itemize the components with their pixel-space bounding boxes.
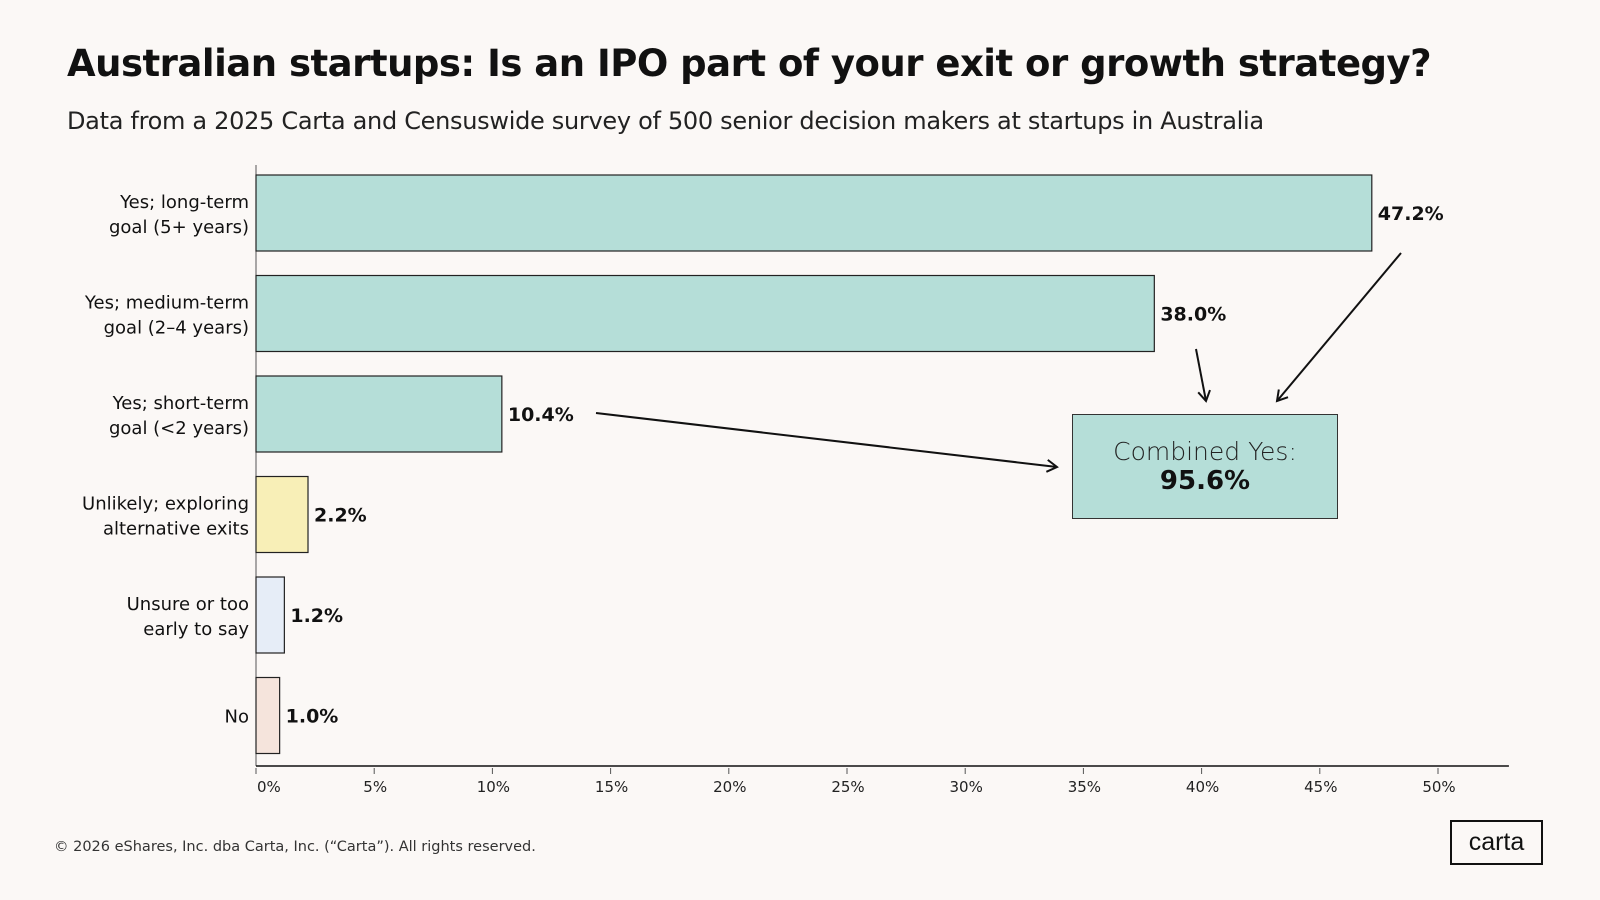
callout-label: Combined Yes: bbox=[1113, 437, 1297, 466]
category-label: Unsure or too bbox=[127, 594, 249, 615]
bar bbox=[255, 375, 503, 453]
x-tick-label: 45% bbox=[1304, 778, 1337, 796]
bar-value-label: 47.2% bbox=[1378, 203, 1444, 225]
category-label: goal (<2 years) bbox=[109, 418, 249, 439]
bar bbox=[255, 174, 1373, 252]
bar bbox=[255, 576, 285, 654]
category-label: Yes; medium-term bbox=[84, 293, 249, 314]
category-label: Unlikely; exploring bbox=[82, 494, 249, 515]
chart-title: Australian startups: Is an IPO part of y… bbox=[67, 42, 1432, 85]
bar bbox=[255, 274, 1155, 353]
arrow-medium-term bbox=[1195, 348, 1211, 403]
x-tick-label: 25% bbox=[831, 778, 864, 796]
x-tick-label: 35% bbox=[1068, 778, 1101, 796]
bar bbox=[255, 676, 281, 755]
x-tick-label: 50% bbox=[1422, 778, 1455, 796]
bar-value-label: 1.2% bbox=[290, 605, 343, 627]
category-label: Yes; short-term bbox=[112, 393, 249, 414]
x-tick-label: 15% bbox=[595, 778, 628, 796]
callout-value: 95.6% bbox=[1159, 466, 1251, 496]
category-label: goal (2–4 years) bbox=[104, 318, 249, 339]
x-tick-label: 30% bbox=[950, 778, 983, 796]
category-label: No bbox=[225, 707, 249, 728]
category-label: Yes; long-term bbox=[119, 192, 249, 213]
bar bbox=[255, 475, 309, 554]
x-tick-label: 5% bbox=[363, 778, 387, 796]
bar-value-label: 38.0% bbox=[1160, 304, 1226, 326]
arrow-long-term bbox=[1275, 252, 1402, 403]
category-label: goal (5+ years) bbox=[109, 217, 249, 238]
combined-yes-callout: Combined Yes: 95.6% bbox=[1072, 414, 1338, 519]
x-tick-label: 40% bbox=[1186, 778, 1219, 796]
x-tick-label: 10% bbox=[477, 778, 510, 796]
category-label: early to say bbox=[143, 619, 249, 640]
bar-value-label: 1.0% bbox=[286, 706, 339, 728]
x-tick-label: 20% bbox=[713, 778, 746, 796]
category-label: alternative exits bbox=[103, 519, 249, 540]
bar-value-label: 10.4% bbox=[508, 404, 574, 426]
bar-value-label: 2.2% bbox=[314, 505, 367, 527]
chart-subtitle: Data from a 2025 Carta and Censuswide su… bbox=[67, 107, 1264, 135]
carta-logo: carta bbox=[1450, 820, 1543, 865]
copyright-footer: © 2026 eShares, Inc. dba Carta, Inc. (“C… bbox=[54, 839, 536, 855]
arrow-short-term bbox=[595, 412, 1059, 473]
x-tick-label: 0% bbox=[257, 778, 281, 796]
